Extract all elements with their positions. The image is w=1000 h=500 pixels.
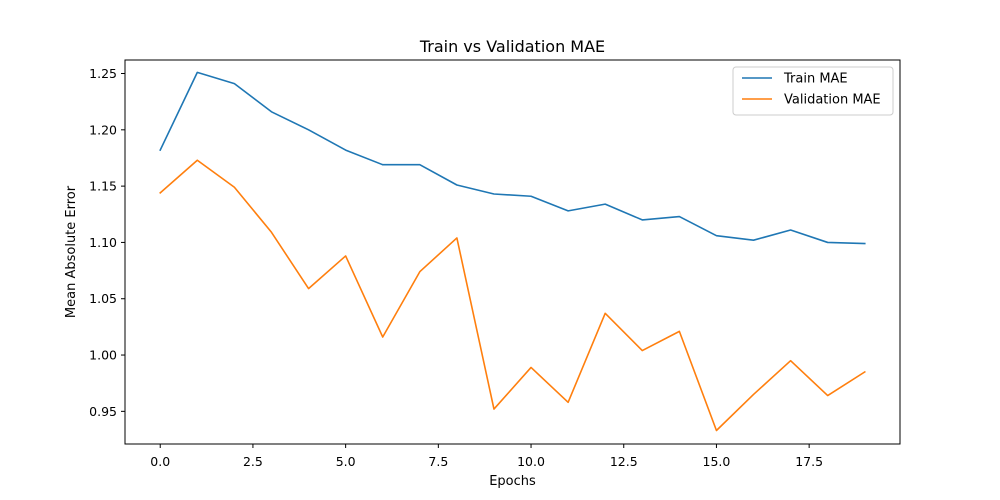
x-axis-label: Epochs [489,474,536,489]
x-tick-label: 2.5 [243,454,263,469]
y-tick-label: 1.10 [89,235,117,250]
y-tick-label: 0.95 [89,404,117,419]
series-layer [159,71,866,432]
plot-frame [124,59,901,445]
legend-box [732,66,894,116]
series-line-validation-mae [159,159,866,432]
chart-title: Train vs Validation MAE [419,37,605,56]
x-tick-label: 17.5 [795,454,823,469]
x-tick-label: 10.0 [517,454,545,469]
y-tick-label: 1.25 [89,66,117,81]
x-tick-label: 12.5 [610,454,638,469]
y-axis: 0.95 1.00 1.05 1.10 1.15 1.20 1.25 [89,66,125,419]
x-tick-label: 0.0 [150,454,170,469]
y-tick-label: 1.15 [89,179,117,194]
legend: Train MAE Validation MAE [732,66,894,116]
y-tick-label: 1.05 [89,291,117,306]
legend-label: Train MAE [783,72,848,87]
x-axis: 0.0 2.5 5.0 7.5 10.0 12.5 15.0 17.5 [150,444,823,469]
x-tick-label: 15.0 [703,454,731,469]
x-tick-label: 7.5 [428,454,448,469]
y-axis-label: Mean Absolute Error [64,185,79,318]
series-line-train-mae [159,71,866,245]
x-tick-label: 5.0 [336,454,356,469]
y-tick-label: 1.20 [89,122,117,137]
legend-label: Validation MAE [784,93,881,108]
y-tick-label: 1.00 [89,348,117,363]
